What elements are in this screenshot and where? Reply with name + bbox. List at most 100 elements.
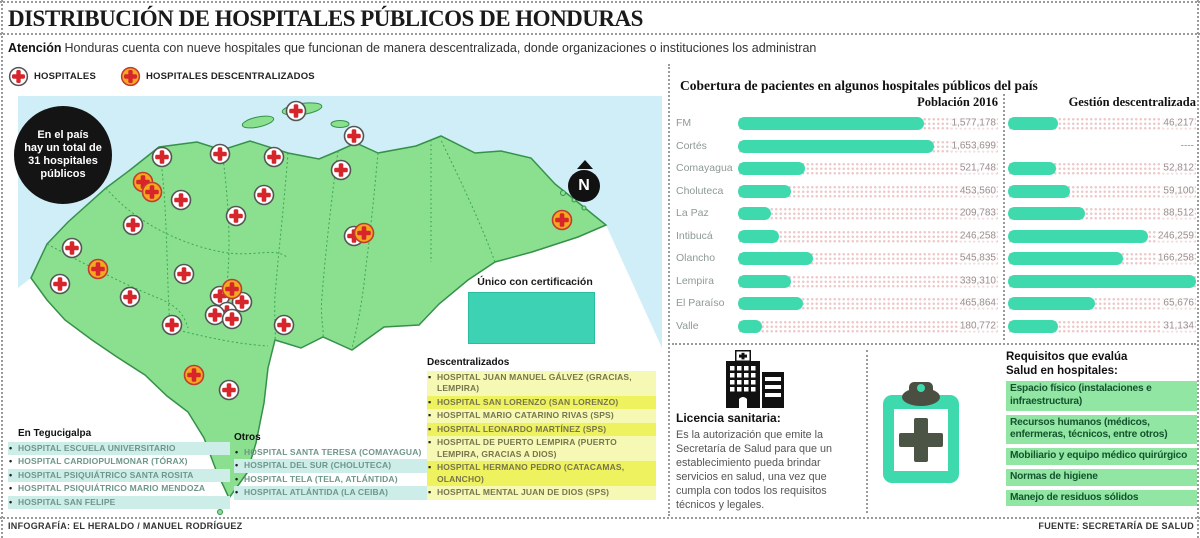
legend-item-decentralized: HOSPITALES DESCENTRALIZADOS (120, 66, 315, 87)
hospital-list-item: HOSPITAL CARDIOPULMONAR (TÓRAX) (8, 455, 230, 468)
chart-bar (1008, 184, 1070, 198)
hospital-marker (49, 273, 71, 295)
chart-row: Valle 180,772 31,134 (676, 315, 1196, 338)
chart-bar-cell: 52,812 (1008, 157, 1196, 180)
requisitos-title: Requisitos que evalúa Salud en hospitale… (1006, 350, 1127, 379)
hospital-list-item: HOSPITAL PSIQUIÁTRICO SANTA ROSITA (8, 468, 230, 483)
hospital-marker (253, 184, 275, 206)
chart-bar-value: 1,577,178 (950, 117, 997, 129)
hospital-marker (170, 189, 192, 211)
hospital-marker (225, 205, 247, 227)
chart-bar-cell: 46,217 (1008, 112, 1196, 135)
hospital-marker (161, 314, 183, 336)
chart-bar (1008, 162, 1056, 175)
chart-row-label: FM (676, 117, 692, 130)
chart-bar (738, 297, 803, 310)
chart-row: Intibucá 246,258 246,259 (676, 225, 1196, 248)
chart-row-label: Cortés (676, 139, 707, 152)
descentralizados-list: Descentralizados HOSPITAL JUAN MANUEL GÁ… (427, 357, 656, 500)
chart-bar-cell: 88,512 (1008, 202, 1196, 225)
chart-bar (1008, 297, 1095, 310)
hospital-marker (173, 263, 195, 285)
hospital-building-icon (726, 350, 784, 408)
chart-bar-cell: 209,783 (738, 202, 998, 225)
chart-bar-cell: 1,577,178 (738, 112, 998, 135)
chart-col2-header: Gestión descentralizada (1068, 95, 1196, 109)
compass-arrow-icon (577, 160, 593, 169)
footer-credit: INFOGRAFÍA: EL HERALDO / MANUEL RODRÍGUE… (8, 521, 243, 531)
licencia-title: Licencia sanitaria: (676, 411, 781, 425)
chart-bar-value: 31,134 (1162, 320, 1195, 332)
hospital-list-item: HOSPITAL PSIQUIÁTRICO MARIO MENDOZA (8, 482, 230, 495)
hospital-marker (221, 308, 243, 330)
total-badge-text: En el país hay un total de 31 hospitales pú… (24, 128, 102, 181)
requisito-item: Normas de higiene (1006, 468, 1197, 486)
chart-rows: FM 1,577,178 46,217 Cortés 1,653,699 ---- Coma… (676, 112, 1196, 337)
chart-bar (1008, 252, 1123, 265)
legend-decentralized-label: HOSPITALES DESCENTRALIZADOS (146, 71, 315, 82)
decentralized-hospital-marker (183, 364, 205, 386)
chart-bar-value: 339,310 (958, 275, 997, 287)
chart-bar-cell: 521,748 (738, 157, 998, 180)
chart-bar-cell: 465,864 (738, 292, 998, 315)
chart-title: Cobertura de pacientes en algunos hospit… (680, 78, 1038, 93)
requisito-item: Espacio físico (instalaciones e infraest… (1006, 381, 1197, 411)
chart-row: FM 1,577,178 46,217 (676, 112, 1196, 135)
chart-row-label: El Paraíso (676, 297, 725, 310)
total-badge: En el país hay un total de 31 hospitales pú… (14, 106, 112, 204)
hospital-list-item: HOSPITAL MENTAL JUAN DE DIOS (SPS) (427, 486, 656, 500)
chart-bar-value: 545,835 (958, 252, 997, 264)
chart-bottom-divider (672, 343, 1196, 345)
left-border (1, 0, 3, 538)
tegucigalpa-list-title: En Tegucigalpa (18, 428, 92, 439)
chart-row: Choluteca 453,560 59,100 (676, 180, 1196, 203)
hospital-list-item: HOSPITAL SANTA TERESA (COMAYAGUA) (234, 446, 428, 459)
chart-bar-cell (1008, 270, 1196, 293)
chart-row-label: Olancho (676, 252, 716, 265)
chart-bar-cell: 246,259 (1008, 225, 1196, 248)
chart-column-divider (1003, 94, 1005, 340)
chart-bar (738, 162, 805, 175)
footer-source: FUENTE: SECRETARÍA DE SALUD (1038, 521, 1194, 531)
certification-label: Único con certificación (477, 276, 593, 288)
chart-bar-value: 88,512 (1162, 207, 1195, 219)
otros-list: Otros HOSPITAL SANTA TERESA (COMAYAGUA)H… (234, 432, 428, 500)
chart-bar-value: 52,812 (1162, 162, 1195, 174)
chart-bar (1008, 229, 1149, 243)
chart-bar (738, 274, 791, 288)
clipboard-cross-icon (883, 382, 959, 483)
chart-bar-cell: 339,310 (738, 270, 998, 293)
footer-divider (0, 517, 1200, 519)
chart-bar-value: 166,258 (1156, 252, 1195, 264)
chart-bar-value: 180,772 (958, 320, 997, 332)
hospital-marker (61, 237, 83, 259)
chart-bar-value: 209,783 (958, 207, 997, 219)
lead-paragraph: Atención Honduras cuenta con nueve hospit… (8, 41, 816, 55)
chart-row: La Paz 209,783 88,512 (676, 202, 1196, 225)
hospital-marker (204, 304, 226, 326)
hospital-list-item: HOSPITAL JUAN MANUEL GÁLVEZ (GRACIAS, LE… (427, 371, 656, 396)
hospital-list-item: HOSPITAL ESCUELA UNIVERSITARIO (8, 442, 230, 456)
chart-bar-cell: 180,772 (738, 315, 998, 338)
chart-bar (1008, 274, 1196, 288)
hospital-list-item: HOSPITAL ATLÁNTIDA (LA CEIBA) (234, 486, 428, 500)
chart-bar-value: ---- (1179, 140, 1195, 152)
chart-bar-value: 246,258 (958, 230, 997, 242)
department-borders (46, 139, 496, 349)
chart-row-label: Lempira (676, 274, 714, 287)
lead-text: Honduras cuenta con nueve hospitales que… (64, 41, 817, 55)
hospital-list-item: HOSPITAL DEL SUR (CHOLUTECA) (234, 459, 428, 473)
hospital-list-item: HOSPITAL TELA (TELA, ATLÁNTIDA) (234, 473, 428, 486)
decentralized-hospital-marker (353, 222, 375, 244)
requisito-item: Recursos humanos (médicos, enfermeras, t… (1006, 414, 1197, 444)
chart-row: Comayagua 521,748 52,812 (676, 157, 1196, 180)
panel-divider (668, 64, 670, 516)
chart-row-label: La Paz (676, 207, 709, 220)
chart-bar-cell: 453,560 (738, 180, 998, 203)
chart-bar (738, 184, 791, 198)
chart-bar-value: 465,864 (958, 297, 997, 309)
chart-row-label: Intibucá (676, 229, 713, 242)
chart-bar (1008, 207, 1086, 220)
chart-bar-cell: 246,258 (738, 225, 998, 248)
